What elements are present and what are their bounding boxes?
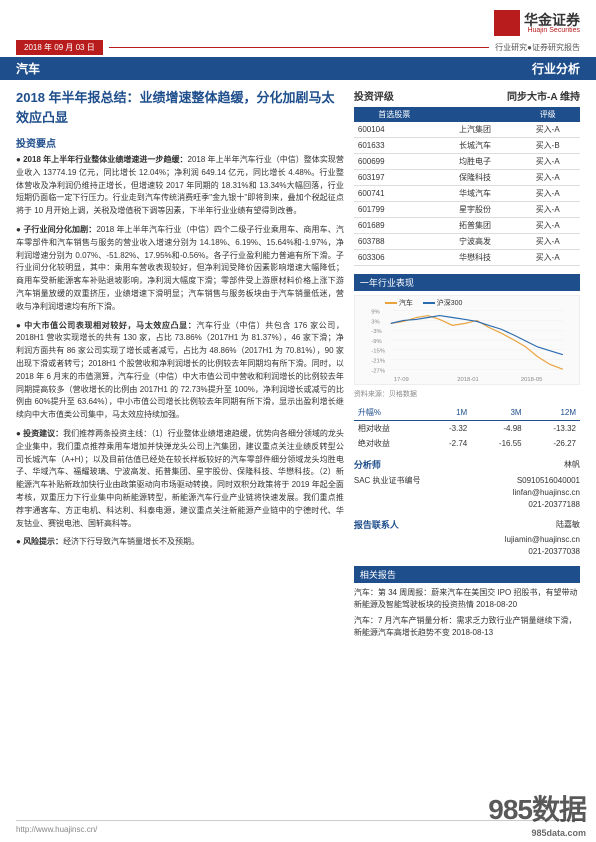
divider	[109, 47, 489, 48]
right-column: 投资评级 同步大市-A 维持 首选股票评级600104上汽集团买入-A60163…	[354, 88, 580, 643]
logo-mark	[494, 10, 520, 36]
svg-text:-27%: -27%	[371, 368, 385, 374]
chart-svg: 9% 3% -3% -9% -15% -21% -27% 17-09 2018-01 2018…	[355, 296, 579, 384]
contact-phone: 021-20377038	[528, 546, 580, 558]
analyst-name: 林帆	[564, 459, 580, 475]
legend-label: 汽车	[399, 300, 413, 307]
contact-block: 报告联系人 陆嘉敏 lujiamin@huajinsc.cn 021-203770…	[354, 519, 580, 559]
svg-text:9%: 9%	[371, 310, 379, 316]
date-tag: 2018 年 09 月 03 日	[16, 40, 103, 55]
perf-header: 一年行业表现	[354, 274, 580, 291]
table-row: 601633长城汽车买入-B	[354, 138, 580, 154]
category-left: 汽车	[16, 60, 40, 77]
footer-url: http://www.huajinsc.cn/	[16, 825, 97, 834]
bullet-list: ● 2018 年上半年行业整体业绩增速进一步趋缓：2018 年上半年汽车行业（中…	[16, 154, 344, 549]
related-header: 相关报告	[354, 566, 580, 583]
legend-label: 沪深300	[437, 300, 463, 307]
content: 2018 年半年报总结：业绩增速整体趋缓，分化加剧马太效应凸显 投资要点 ● 2…	[0, 80, 596, 643]
contact-name: 陆嘉敏	[556, 519, 580, 535]
svg-text:-3%: -3%	[371, 329, 381, 335]
svg-text:-15%: -15%	[371, 349, 385, 355]
header: 华金证券 Huajin Securities	[0, 0, 596, 40]
sac-label: SAC 执业证书编号	[354, 475, 421, 487]
logo-cn: 华金证券	[524, 13, 580, 27]
category-right: 行业分析	[532, 60, 580, 77]
table-row: 603197保隆科技买入-A	[354, 170, 580, 186]
bullet-item: ● 2018 年上半年行业整体业绩增速进一步趋缓：2018 年上半年汽车行业（中…	[16, 154, 344, 218]
related-item: 汽车：第 34 周周报：蔚来汽车在美国交 IPO 招股书，有望带动新能源及智能驾…	[354, 587, 580, 611]
table-row: 600741华域汽车买入-A	[354, 186, 580, 202]
logo-block: 华金证券 Huajin Securities	[494, 10, 580, 36]
contact-email: lujiamin@huajinsc.cn	[505, 534, 580, 546]
table-row: 600699均胜电子买入-A	[354, 154, 580, 170]
bullet-item: ● 中大市值公司表现相对较好，马太效应凸显：汽车行业（中信）共包含 176 家公…	[16, 320, 344, 422]
analyst-title: 分析师	[354, 459, 381, 473]
table-row: 600104上汽集团买入-A	[354, 122, 580, 138]
analyst-email: linfan@huajinsc.cn	[513, 487, 580, 499]
date-bar: 2018 年 09 月 03 日 行业研究●证券研究报告	[0, 40, 596, 55]
table-row: 603306华懋科技买入-A	[354, 250, 580, 266]
logo-en: Huajin Securities	[524, 27, 580, 34]
section-header: 投资要点	[16, 135, 344, 150]
svg-text:3%: 3%	[371, 319, 379, 325]
related-list: 汽车：第 34 周周报：蔚来汽车在美国交 IPO 招股书，有望带动新能源及智能驾…	[354, 587, 580, 639]
doc-meta: 行业研究●证券研究报告	[495, 42, 580, 53]
table-row: 绝对收益-2.74-16.55-26.27	[354, 436, 580, 451]
rating-row: 投资评级 同步大市-A 维持	[354, 88, 580, 103]
chart-source: 资料来源：贝格数据	[354, 389, 580, 399]
left-column: 2018 年半年报总结：业绩增速整体趋缓，分化加剧马太效应凸显 投资要点 ● 2…	[16, 88, 344, 643]
page-root: 华金证券 Huajin Securities 2018 年 09 月 03 日 …	[0, 0, 596, 643]
rating-label: 投资评级	[354, 88, 394, 103]
table-row: 601689拓普集团买入-A	[354, 218, 580, 234]
svg-text:17-09: 17-09	[394, 377, 409, 383]
chart-legend: 汽车 沪深300	[385, 298, 471, 308]
svg-text:-9%: -9%	[371, 339, 381, 345]
perf-table: 升幅%1M3M12M相对收益-3.32-4.98-13.32绝对收益-2.74-…	[354, 405, 580, 451]
rating-value: 同步大市-A 维持	[507, 88, 580, 103]
table-row: 相对收益-3.32-4.98-13.32	[354, 421, 580, 437]
svg-text:-21%: -21%	[371, 358, 385, 364]
svg-text:2018-01: 2018-01	[457, 377, 479, 383]
related-item: 汽车：7 月汽车产销量分析：需求乏力致行业产销量继续下滑，新能源汽车高增长趋势不…	[354, 615, 580, 639]
contact-title: 报告联系人	[354, 519, 399, 533]
analyst-block: 分析师 林帆 SAC 执业证书编号 S0910516040001 linfan@hu…	[354, 459, 580, 511]
table-row: 603788宁波高发买入-A	[354, 234, 580, 250]
report-title: 2018 年半年报总结：业绩增速整体趋缓，分化加剧马太效应凸显	[16, 88, 344, 127]
category-bar: 汽车 行业分析	[0, 57, 596, 80]
watermark-main: 985数据	[488, 794, 586, 825]
performance-chart: 汽车 沪深300 9% 3% -3% -9% -15% -21% -27%	[354, 295, 580, 385]
table-row: 601799星宇股份买入-A	[354, 202, 580, 218]
watermark-sub: 985data.com	[488, 828, 586, 838]
sac-no: S0910516040001	[517, 475, 580, 487]
bullet-item: ● 投资建议：我们推荐两条投资主线：（1）行业整体业绩增速趋缓，优势向各细分领域…	[16, 428, 344, 530]
bullet-item: ● 子行业间分化加剧：2018 年上半年汽车行业（中信）四个二级子行业乘用车、商…	[16, 224, 344, 314]
bullet-item: ● 风险提示：经济下行导致汽车销量增长不及预期。	[16, 536, 344, 549]
stock-table: 首选股票评级600104上汽集团买入-A601633长城汽车买入-B600699…	[354, 107, 580, 266]
analyst-phone: 021-20377188	[528, 499, 580, 511]
watermark: 985数据 985data.com	[488, 788, 586, 838]
svg-text:2018-05: 2018-05	[521, 377, 543, 383]
